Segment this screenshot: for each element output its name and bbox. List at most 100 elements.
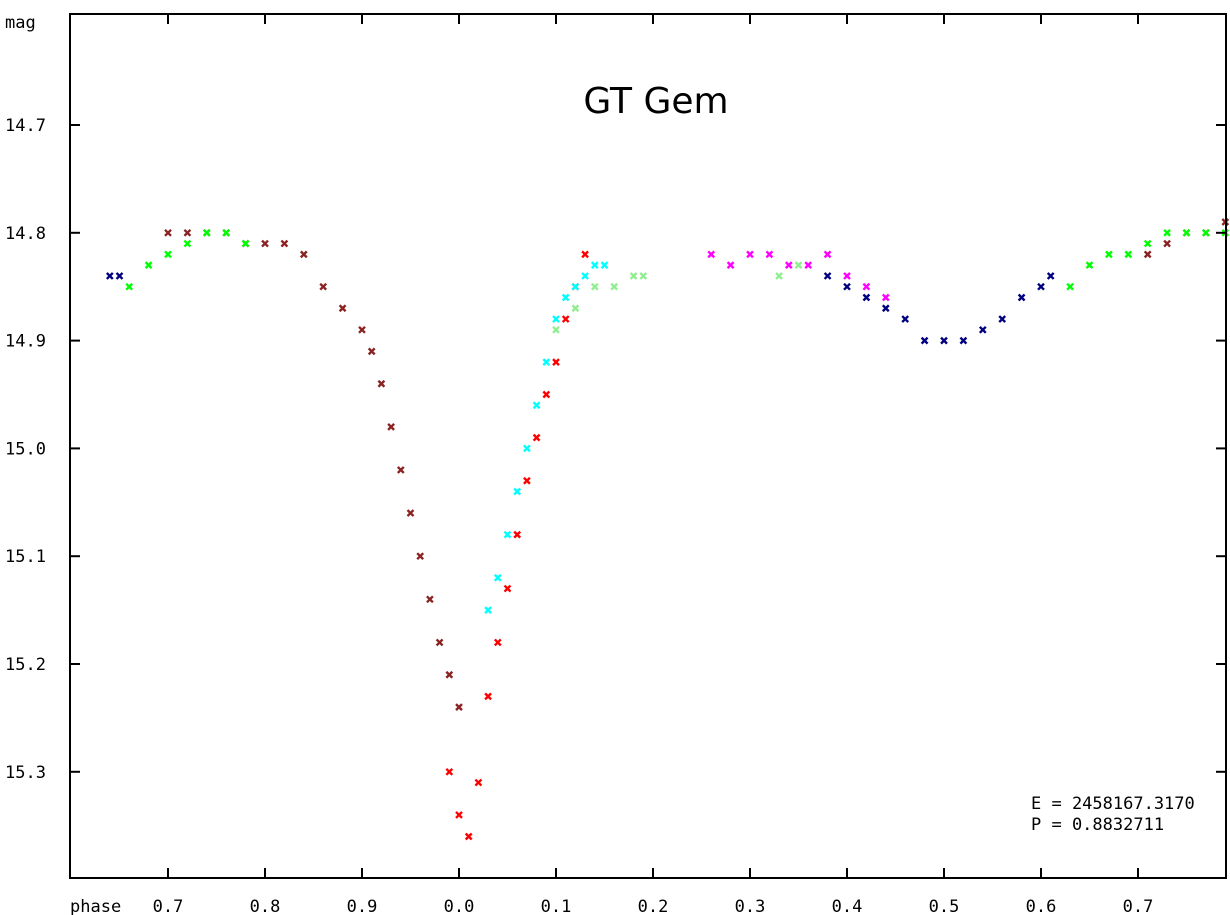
y-tick-label: 15.1 (5, 547, 46, 567)
data-point (455, 703, 463, 711)
axes: 0.7 0.8 0.9 0.0 0.1 0.2 0.3 0.4 0.5 0.6 0.7 14.7 14.… (5, 14, 1226, 915)
data-point (600, 261, 609, 269)
data-point (445, 670, 454, 679)
series-5 (105, 272, 1055, 345)
data-point (561, 293, 570, 302)
data-point (610, 282, 619, 291)
data-point (581, 250, 589, 259)
plot-frame (69, 13, 1227, 879)
y-tick-label: 14.9 (5, 332, 46, 352)
data-point (1066, 282, 1074, 291)
data-point (726, 261, 735, 269)
data-point (183, 228, 192, 237)
data-point (474, 778, 483, 787)
epoch-annotation: E = 2458167.3170 (1031, 794, 1195, 814)
data-point (484, 692, 492, 701)
data-point (571, 304, 580, 313)
data-point (581, 272, 589, 280)
data-point (503, 584, 512, 593)
data-point (901, 315, 910, 323)
data-point (542, 358, 551, 367)
data-point (241, 239, 250, 248)
y-tick-label: 15.0 (5, 439, 46, 459)
data-point (862, 293, 871, 302)
series-3 (552, 261, 803, 334)
data-point (513, 530, 522, 539)
data-point (1202, 228, 1210, 237)
data-point (164, 228, 172, 237)
data-point (561, 315, 570, 323)
y-tick-label: 15.2 (5, 655, 46, 675)
data-point (406, 509, 415, 517)
data-point (387, 422, 395, 431)
data-point (1143, 239, 1152, 248)
data-point (746, 250, 754, 259)
data-point (280, 239, 289, 248)
x-tick-label: 0.3 (735, 897, 766, 915)
x-tick-label: 0.4 (832, 897, 863, 915)
data-point (503, 530, 512, 539)
data-point (784, 261, 793, 269)
chart-title: GT Gem (583, 81, 728, 122)
data-point (823, 250, 832, 259)
y-tick-label: 15.3 (5, 763, 46, 783)
y-tick-label: 14.8 (5, 224, 46, 244)
data-point (261, 239, 269, 248)
series-6 (125, 228, 1230, 291)
data-point (455, 811, 463, 819)
data-point (202, 228, 211, 237)
data-point (493, 573, 502, 582)
data-point (338, 304, 347, 313)
data-point (940, 336, 948, 345)
x-tick-label: 0.7 (153, 897, 184, 915)
data-point (862, 282, 871, 291)
data-point (571, 282, 580, 291)
data-points (105, 218, 1230, 841)
data-point (1163, 239, 1171, 248)
data-point (319, 282, 328, 291)
data-point (794, 261, 803, 269)
data-point (1124, 250, 1133, 259)
series-1 (445, 250, 589, 841)
data-point (843, 272, 851, 280)
data-point (222, 228, 231, 237)
data-point (183, 239, 192, 248)
data-point (1182, 228, 1191, 237)
x-axis-label: phase (70, 897, 121, 915)
data-point (959, 336, 968, 345)
data-point (881, 293, 890, 302)
data-point (532, 401, 541, 410)
data-point (484, 606, 492, 614)
data-point (978, 325, 987, 334)
x-tick-label: 0.8 (250, 897, 281, 915)
x-tick-label: 0.9 (347, 897, 378, 915)
data-point (765, 250, 774, 259)
data-point (396, 466, 405, 474)
data-point (1105, 250, 1113, 259)
data-point (552, 315, 560, 323)
data-point (823, 272, 832, 280)
data-point (590, 261, 599, 269)
y-axis-label: mag (5, 13, 36, 33)
data-point (523, 476, 531, 485)
data-point (367, 347, 376, 356)
x-tick-label: 0.0 (444, 897, 475, 915)
data-point (299, 250, 308, 259)
data-point (920, 336, 929, 345)
data-point (493, 638, 502, 647)
data-point (775, 272, 783, 280)
data-point (426, 595, 434, 604)
data-point (464, 832, 473, 841)
data-point (1046, 272, 1055, 280)
data-point (1037, 282, 1045, 291)
data-point (513, 487, 522, 496)
x-tick-label: 0.6 (1026, 897, 1057, 915)
data-point (629, 272, 638, 280)
data-point (523, 444, 531, 453)
data-point (552, 358, 560, 367)
data-point (115, 272, 124, 280)
data-point (881, 304, 890, 313)
series-2 (484, 261, 609, 614)
